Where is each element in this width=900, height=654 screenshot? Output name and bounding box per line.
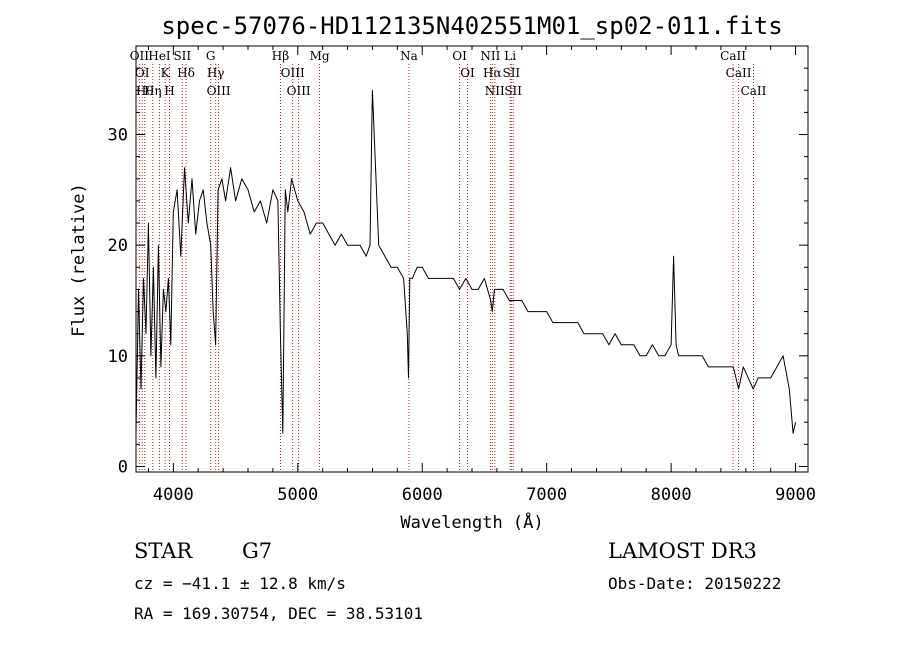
line-markers	[138, 64, 754, 472]
spectrum-layer	[135, 89, 797, 434]
y-tick-label-0: 0	[118, 457, 128, 477]
line-marker-label-6: H	[164, 84, 174, 98]
line-marker-label-10: Hγ	[207, 66, 225, 80]
line-marker-label-13: OIII	[281, 66, 305, 80]
line-marker-label-11: OIII	[207, 84, 231, 98]
x-axis-label: Wavelength (Å)	[400, 511, 543, 533]
line-marker-label-8: Hδ	[177, 66, 195, 80]
line-marker-label-26: CaII	[726, 66, 752, 80]
line-marker-label-5: K	[161, 66, 171, 80]
line-marker-label-23: SII	[502, 66, 520, 80]
object-class: STAR	[134, 539, 193, 563]
line-marker-label-14: OIII	[287, 84, 311, 98]
line-marker-label-12: Hβ	[272, 49, 289, 63]
line-marker-label-16: Na	[400, 49, 418, 63]
object-subclass: G7	[242, 539, 272, 563]
line-marker-label-27: CaII	[741, 84, 767, 98]
line-marker-label-7: SII	[173, 49, 191, 63]
line-marker-label-22: Li	[504, 49, 516, 63]
chart-title: spec-57076-HD112135N402551M01_sp02-011.f…	[161, 12, 782, 40]
y-axis-ticks: 0 10 20 30	[108, 67, 808, 477]
line-marker-label-24: SII	[504, 84, 522, 98]
plot-frame	[135, 45, 809, 473]
x-tick-label-3: 7000	[526, 485, 567, 505]
line-marker-label-19: NII	[480, 49, 500, 63]
line-marker-label-3: Hη	[144, 84, 162, 98]
x-tick-label-5: 9000	[775, 485, 816, 505]
line-marker-label-20: Hα	[483, 66, 502, 80]
x-tick-label-1: 5000	[277, 485, 318, 505]
survey-name: LAMOST DR3	[608, 539, 757, 563]
line-marker-label-25: CaII	[720, 49, 746, 63]
x-tick-label-2: 6000	[402, 485, 443, 505]
line-marker-label-0: OII	[130, 49, 150, 63]
coordinates: RA = 169.30754, DEC = 38.53101	[134, 604, 423, 623]
y-tick-label-2: 20	[108, 236, 128, 256]
line-marker-label-17: OI	[452, 49, 467, 63]
line-marker-label-4: HeI	[148, 49, 171, 63]
obs-date: Obs-Date: 20150222	[608, 574, 781, 593]
y-tick-label-3: 30	[108, 126, 128, 146]
line-marker-label-15: Mg	[310, 49, 330, 63]
x-tick-label-4: 8000	[651, 485, 692, 505]
line-marker-label-2: Hθ	[136, 84, 154, 98]
x-tick-label-0: 4000	[153, 485, 194, 505]
redshift-cz: cz = −41.1 ± 12.8 km/s	[134, 574, 346, 593]
spectrum-line-0	[135, 89, 797, 434]
line-marker-label-18: OI	[460, 66, 475, 80]
y-tick-label-1: 10	[108, 347, 128, 367]
line-marker-label-21: NII	[485, 84, 505, 98]
x-axis-ticks: 4000 5000 6000 7000 8000 9000	[147, 46, 816, 505]
y-axis-label: Flux (relative)	[69, 183, 89, 337]
line-marker-label-1: OI	[135, 66, 150, 80]
line-marker-label-9: G	[206, 49, 216, 63]
